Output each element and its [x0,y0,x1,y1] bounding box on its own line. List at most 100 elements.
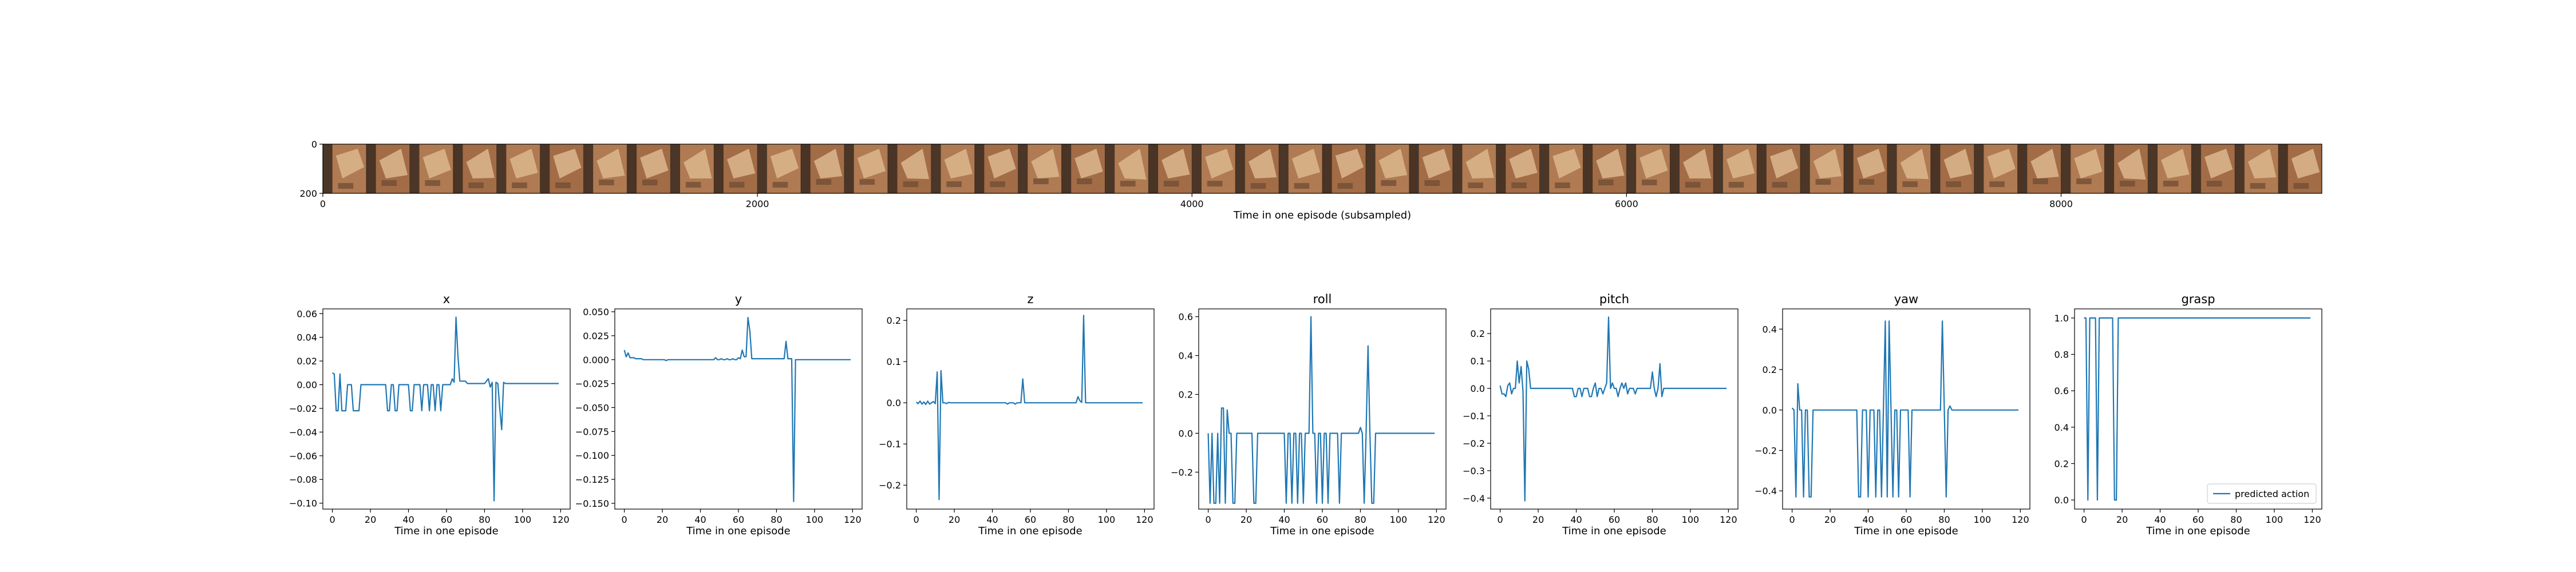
xtick-label: 0 [914,514,919,525]
frame-table-edge [1120,181,1136,186]
ytick-label: −0.02 [289,403,317,414]
xtick-label: 20 [657,514,668,525]
chart-xlabel: Time in one episode [1270,525,1374,537]
ytick-label: −0.2 [1463,438,1485,449]
xtick-label: 80 [1062,514,1074,525]
frame-object [2247,149,2277,178]
filmstrip-ytick-label: 0 [311,139,317,150]
xtick-label: 20 [1532,514,1544,525]
ytick-label: 0.00 [297,380,317,391]
xtick-label: 40 [1278,514,1290,525]
frame-gripper-shadow [1105,144,1115,193]
plot-area [907,309,1154,509]
ytick-label: −0.075 [575,426,609,437]
xtick-label: 60 [441,514,452,525]
frame-gripper-shadow [1235,144,1245,193]
frame-table-edge [338,183,354,189]
frame-gripper-shadow [1148,144,1159,193]
xtick-label: 0 [622,514,627,525]
frame-object [726,149,756,178]
chart-xlabel: Time in one episode [394,525,499,537]
frame-table-edge [2120,181,2135,186]
xtick-label: 100 [2266,514,2283,525]
frame-gripper-shadow [1670,144,1680,193]
filmstrip-frame [540,144,584,193]
ytick-label: 0.4 [2055,422,2069,433]
frame-object [2030,149,2059,178]
frame-gripper-shadow [2278,144,2288,193]
xtick-label: 20 [365,514,376,525]
filmstrip-frame [1018,144,1062,193]
frame-object [900,149,929,179]
xtick-label: 80 [1354,514,1366,525]
frame-gripper-shadow [453,144,463,193]
frame-gripper-shadow [1279,144,1289,193]
frame-table-edge [1641,180,1657,185]
ytick-label: 0.2 [1763,364,1777,375]
xtick-label: 0 [330,514,335,525]
series-line [1499,316,1727,502]
xtick-label: 120 [552,514,570,525]
plot-area [1491,309,1738,509]
ytick-label: −0.2 [1171,467,1193,478]
xtick-label: 20 [2116,514,2128,525]
frame-object [509,149,538,178]
frame-gripper-shadow [627,144,637,193]
ytick-label: 0.4 [1179,351,1193,362]
frame-object [379,149,408,178]
frame-table-edge [729,182,745,188]
frame-object [640,149,669,178]
ytick-label: 0.0 [1471,383,1485,394]
frame-object [422,149,451,178]
filmstrip-frame [1713,144,1757,193]
ytick-label: 0.2 [2055,458,2069,469]
frame-gripper-shadow [1496,144,1506,193]
filmstrip-frame [1104,144,1149,193]
frame-gripper-shadow [540,144,550,193]
frame-object [1378,149,1408,178]
xtick-label: 20 [1240,514,1252,525]
filmstrip-frame [2191,144,2235,193]
frame-object [1726,149,1755,178]
filmstrip-xtick-label: 0 [320,198,326,209]
frame-gripper-shadow [2017,144,2028,193]
ytick-label: −0.150 [575,498,609,509]
filmstrip-frame [2147,144,2192,193]
xtick-label: 100 [514,514,532,525]
xtick-label: 80 [479,514,490,525]
frame-table-edge [1468,182,1483,188]
filmstrip-frame [1669,144,1714,193]
frame-gripper-shadow [496,144,507,193]
ytick-label: 0.0 [1179,428,1193,439]
xtick-label: 60 [1901,514,1912,525]
frame-object [553,149,582,178]
frame-table-edge [1685,182,1701,188]
filmstrip-frame [1148,144,1192,193]
action-charts: 0 20 40 60 80 100 1200.060.040.020.00−0.02−0.0… [289,292,2322,537]
frame-table-edge [685,182,701,188]
frame-object [335,149,365,178]
filmstrip-frame [931,144,975,193]
filmstrip-frame [1843,144,1887,193]
frame-gripper-shadow [931,144,941,193]
chart-title: z [1027,292,1033,306]
frame-table-edge [1859,179,1875,185]
filmstrip-frame [583,144,627,193]
filmstrip-frame [713,144,758,193]
chart-yaw: 0 20 40 60 80 100 120 0.4 0.2 0.0 −0.2 −0.4 yaw Time … [1755,292,2030,537]
xtick-label: 0 [1206,514,1211,525]
filmstrip-frame [1452,144,1496,193]
frame-table-edge [1598,180,1614,185]
filmstrip-frame [1539,144,1583,193]
filmstrip-frame [1365,144,1409,193]
frame-table-edge [642,180,658,185]
xtick-label: 40 [2154,514,2166,525]
frame-gripper-shadow [1843,144,1854,193]
frame-object [2204,149,2233,178]
xtick-label: 100 [1974,514,1992,525]
frame-gripper-shadow [1583,144,1593,193]
filmstrip-frame [1756,144,1801,193]
ytick-label: −0.100 [575,450,609,461]
chart-xlabel: Time in one episode [686,525,791,537]
chart-roll: 0 20 40 60 80 100 120 0.6 0.4 0.2 0.0 −0.2 roll Time … [1171,292,1447,537]
